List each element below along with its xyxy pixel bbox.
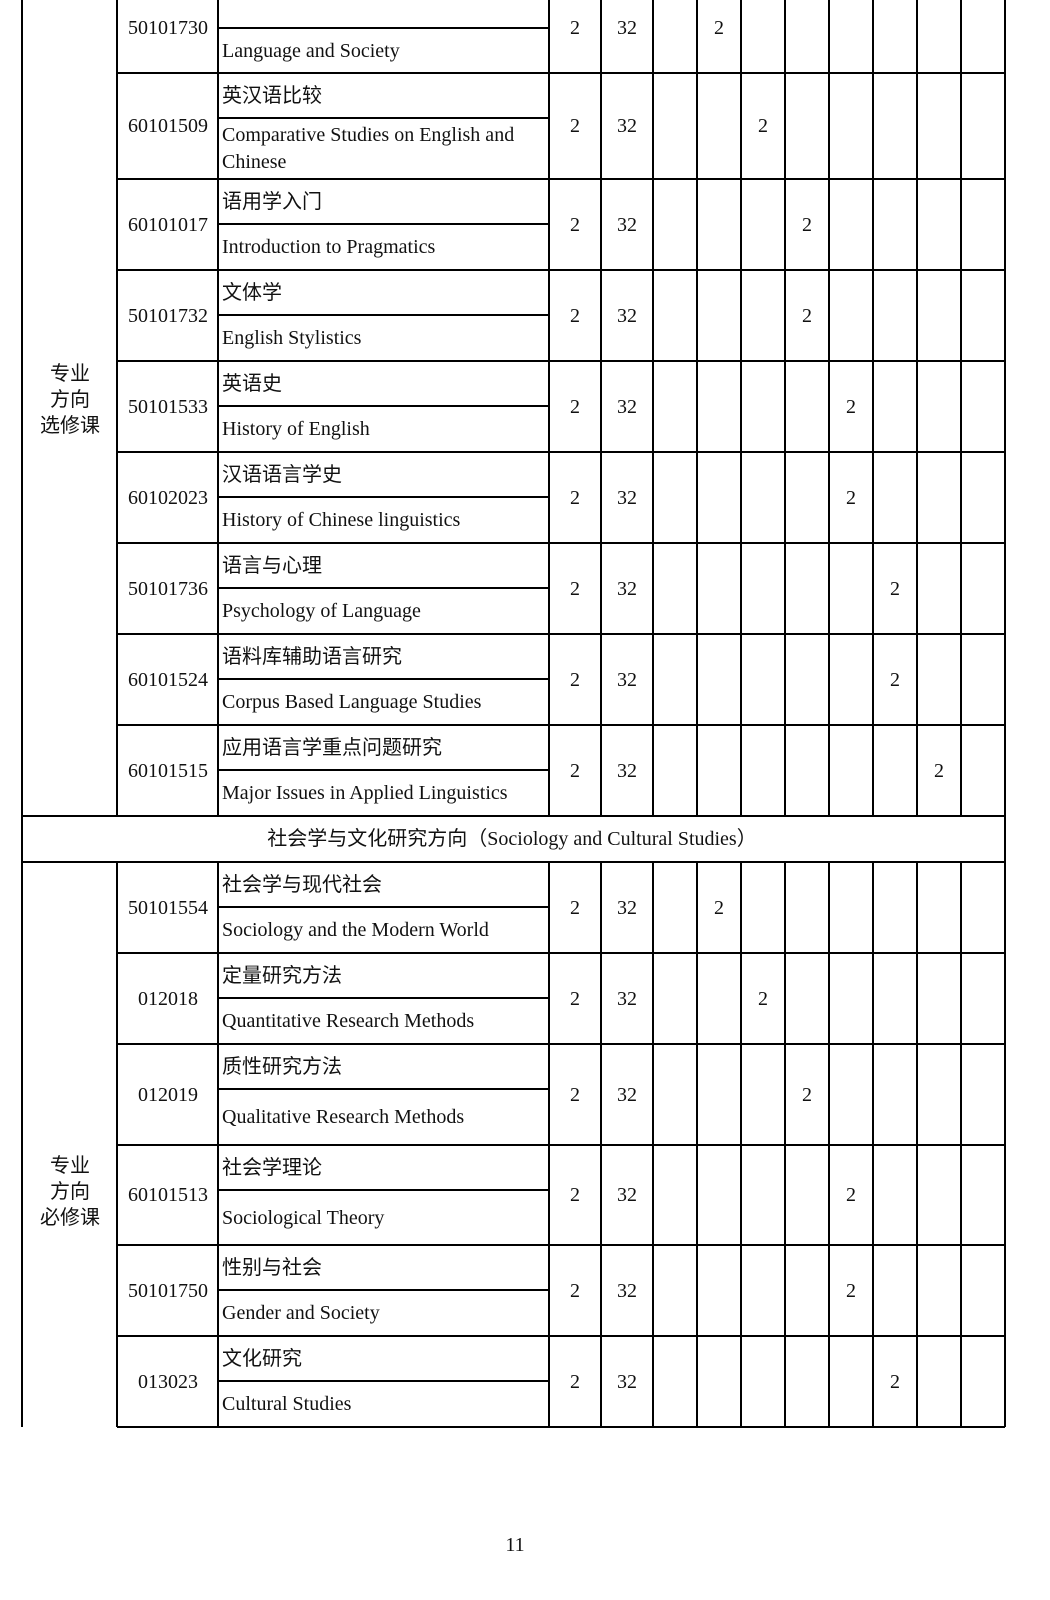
category-label: 专业 [50, 363, 90, 385]
credits: 2 [570, 486, 580, 509]
course-code: 50101736 [128, 577, 208, 600]
course-code: 50101750 [128, 1279, 208, 1302]
hours: 32 [617, 115, 637, 137]
course-name-cn: 语言与心理 [222, 554, 322, 577]
course-name-cn: 性别与社会 [222, 1256, 322, 1279]
credits: 2 [570, 896, 580, 919]
course-code: 60101524 [128, 668, 208, 691]
course-name-en: Qualitative Research Methods [222, 1106, 465, 1128]
credits: 2 [570, 668, 580, 691]
hours: 32 [617, 304, 637, 327]
section-title: 社会学与文化研究方向（Sociology and Cultural Studie… [267, 828, 757, 850]
term-hours: 2 [758, 987, 768, 1010]
course-code: 50101732 [128, 304, 208, 327]
hours: 32 [617, 577, 637, 600]
term-hours: 2 [846, 1279, 856, 1302]
term-hours: 2 [890, 668, 900, 691]
credits: 2 [570, 759, 580, 782]
course-name-en: Gender and Society [222, 1302, 380, 1324]
course-name-cn: 社会学与现代社会 [222, 873, 382, 896]
course-name-en: Comparative Studies on English and Chine… [222, 123, 515, 173]
credits: 2 [570, 304, 580, 327]
hours: 32 [617, 486, 637, 509]
course-name-cn: 英语史 [222, 372, 282, 395]
course-name-cn: 文化研究 [222, 1347, 302, 1370]
course-name-en: Sociology and the Modern World [222, 919, 489, 941]
hours: 32 [617, 213, 637, 236]
course-name-cn: 社会学理论 [222, 1156, 322, 1179]
course-name-en: Quantitative Research Methods [222, 1010, 475, 1032]
course-name-en: Psychology of Language [222, 600, 421, 622]
course-name-cn: 语用学入门 [222, 190, 322, 213]
credits: 2 [570, 395, 580, 418]
term-hours: 2 [890, 1370, 900, 1393]
course-name-en: English Stylistics [222, 327, 362, 349]
category-label: 方向 [50, 1181, 90, 1203]
hours: 32 [617, 1370, 637, 1393]
course-code: 60102023 [128, 486, 208, 509]
course-name-cn: 质性研究方法 [222, 1055, 342, 1078]
credits: 2 [570, 17, 580, 39]
page-number: 11 [505, 1534, 525, 1556]
term-hours: 2 [802, 213, 812, 236]
course-code: 012018 [138, 987, 198, 1010]
credits: 2 [570, 1083, 580, 1106]
course-name-en: Cultural Studies [222, 1393, 352, 1415]
term-hours: 2 [802, 1083, 812, 1106]
credits: 2 [570, 1184, 580, 1206]
course-name-en: History of Chinese linguistics [222, 509, 461, 531]
term-hours: 2 [758, 115, 768, 137]
credits: 2 [570, 1279, 580, 1302]
hours: 32 [617, 668, 637, 691]
credits: 2 [570, 987, 580, 1010]
term-hours: 2 [802, 304, 812, 327]
course-name-en: Sociological Theory [222, 1206, 385, 1229]
course-code: 60101017 [128, 213, 208, 236]
hours: 32 [617, 1083, 637, 1106]
term-hours: 2 [846, 395, 856, 418]
credits: 2 [570, 213, 580, 236]
term-hours: 2 [890, 577, 900, 600]
course-name-cn: 汉语语言学史 [222, 463, 342, 486]
hours: 32 [617, 395, 637, 418]
hours: 32 [617, 1279, 637, 1302]
course-name-en: Major Issues in Applied Linguistics [222, 782, 508, 804]
course-code: 60101515 [128, 759, 208, 782]
course-name-cn: 英汉语比较 [222, 84, 322, 107]
course-name-cn: 定量研究方法 [222, 964, 342, 987]
course-name-en: Corpus Based Language Studies [222, 691, 482, 713]
course-name-en: History of English [222, 418, 370, 440]
hours: 32 [617, 896, 637, 919]
course-code: 50101554 [128, 896, 208, 919]
course-code: 60101509 [128, 115, 208, 137]
course-name-en: Introduction to Pragmatics [222, 236, 436, 258]
term-hours: 2 [934, 759, 944, 782]
category-label: 方向 [50, 389, 90, 411]
course-name-cn: 文体学 [222, 281, 282, 304]
course-name-en: Language and Society [222, 39, 400, 62]
term-hours: 2 [714, 896, 724, 919]
course-code: 013023 [138, 1370, 198, 1393]
term-hours: 2 [846, 486, 856, 509]
course-name-cn: 应用语言学重点问题研究 [222, 736, 442, 759]
term-hours: 2 [714, 17, 724, 39]
category-label: 选修课 [40, 415, 100, 437]
category-label: 专业 [50, 1155, 90, 1177]
course-code: 60101513 [128, 1184, 208, 1206]
term-hours: 2 [846, 1184, 856, 1206]
hours: 32 [617, 17, 637, 39]
credits: 2 [570, 1370, 580, 1393]
credits: 2 [570, 115, 580, 137]
hours: 32 [617, 987, 637, 1010]
course-code: 012019 [138, 1083, 198, 1106]
course-name-cn: 语料库辅助语言研究 [222, 645, 402, 668]
hours: 32 [617, 759, 637, 782]
credits: 2 [570, 577, 580, 600]
category-label: 必修课 [40, 1207, 100, 1229]
course-code: 50101533 [128, 395, 208, 418]
course-code: 50101730 [128, 17, 208, 39]
hours: 32 [617, 1184, 637, 1206]
